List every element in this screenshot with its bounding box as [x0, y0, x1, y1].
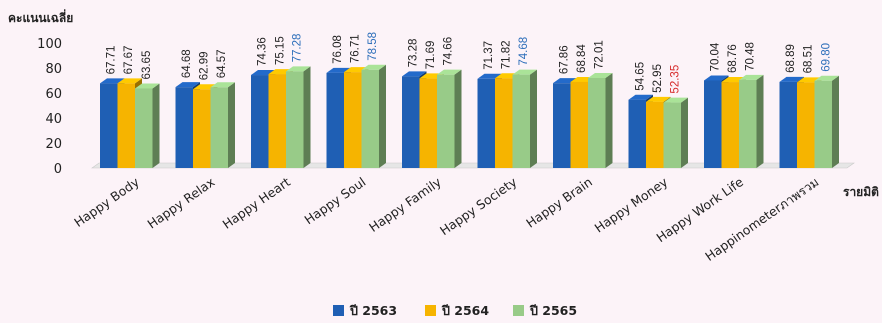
- bar: [210, 82, 235, 168]
- legend-swatch: [513, 305, 524, 316]
- bars-group: [100, 64, 839, 168]
- data-label: 76.08: [332, 35, 344, 64]
- data-label: 78.58: [367, 32, 379, 61]
- category-label: Happy Relax: [144, 174, 217, 231]
- category-label: Happy Body: [71, 174, 142, 230]
- data-label: 74.36: [257, 37, 269, 66]
- data-label: 74.68: [518, 37, 530, 66]
- data-label: 67.67: [123, 46, 135, 75]
- data-label: 67.86: [559, 45, 571, 74]
- category-label: Happy Heart: [220, 174, 293, 232]
- legend-swatch: [425, 305, 436, 316]
- data-label: 62.99: [199, 51, 211, 80]
- bar: [135, 83, 160, 168]
- bar: [286, 66, 311, 168]
- data-label: 68.76: [727, 44, 739, 73]
- bar: [361, 64, 386, 168]
- data-label: 73.28: [408, 39, 420, 68]
- data-label: 71.82: [501, 40, 513, 69]
- data-label: 64.68: [181, 49, 193, 78]
- data-labels: 67.71 67.67 63.65 64.68 62.99 64.57 74.36 75.15…: [106, 32, 833, 94]
- bar: [437, 69, 462, 168]
- data-label: 68.51: [803, 45, 815, 74]
- category-label: Happy Money: [592, 174, 671, 236]
- y-tick-label: 40: [45, 112, 62, 127]
- data-label: 52.95: [652, 64, 664, 93]
- data-label: 70.04: [710, 42, 722, 71]
- data-label: 75.15: [274, 36, 286, 65]
- data-label: 77.28: [292, 34, 304, 63]
- category-label: Happy Society: [437, 174, 520, 238]
- data-label: 74.66: [443, 37, 455, 66]
- legend-label: ปี 2563: [349, 303, 397, 318]
- data-label: 52.35: [669, 65, 681, 94]
- category-labels: Happy Body Happy Relax Happy Heart Happy So…: [71, 174, 821, 264]
- legend-item: ปี 2563: [333, 303, 397, 318]
- legend-item: ปี 2564: [425, 303, 489, 318]
- legend-item: ปี 2565: [513, 303, 577, 318]
- bar: [588, 72, 613, 168]
- data-label: 69.80: [820, 43, 832, 72]
- x-axis-title: รายมิติ: [843, 185, 879, 199]
- y-tick-label: 100: [37, 37, 62, 52]
- y-tick-label: 80: [45, 62, 62, 77]
- legend-label: ปี 2565: [529, 303, 577, 318]
- y-tick-label: 20: [45, 137, 62, 152]
- data-label: 54.65: [634, 62, 646, 91]
- data-label: 68.89: [785, 44, 797, 73]
- legend: ปี 2563 ปี 2564 ปี 2565: [333, 303, 577, 318]
- data-label: 63.65: [141, 51, 153, 80]
- category-label: Happy Brain: [523, 174, 595, 230]
- category-label: Happy Soul: [301, 174, 368, 227]
- y-tick-label: 0: [54, 162, 62, 177]
- data-label: 67.71: [106, 46, 118, 75]
- bar: [739, 74, 764, 168]
- data-label: 71.37: [483, 41, 495, 70]
- legend-swatch: [333, 305, 344, 316]
- bar: [663, 97, 688, 168]
- y-axis-title: คะแนนเฉลี่ย: [8, 9, 73, 25]
- y-tick-label: 60: [45, 87, 62, 102]
- data-label: 70.48: [745, 42, 757, 71]
- data-label: 68.84: [576, 44, 588, 73]
- legend-label: ปี 2564: [441, 303, 490, 318]
- data-label: 64.57: [216, 50, 228, 79]
- data-label: 72.01: [594, 40, 606, 69]
- bar: [512, 69, 537, 168]
- data-label: 71.69: [425, 41, 437, 70]
- bar: [814, 75, 839, 168]
- data-label: 76.71: [350, 34, 362, 63]
- category-label: Happy Family: [366, 174, 444, 235]
